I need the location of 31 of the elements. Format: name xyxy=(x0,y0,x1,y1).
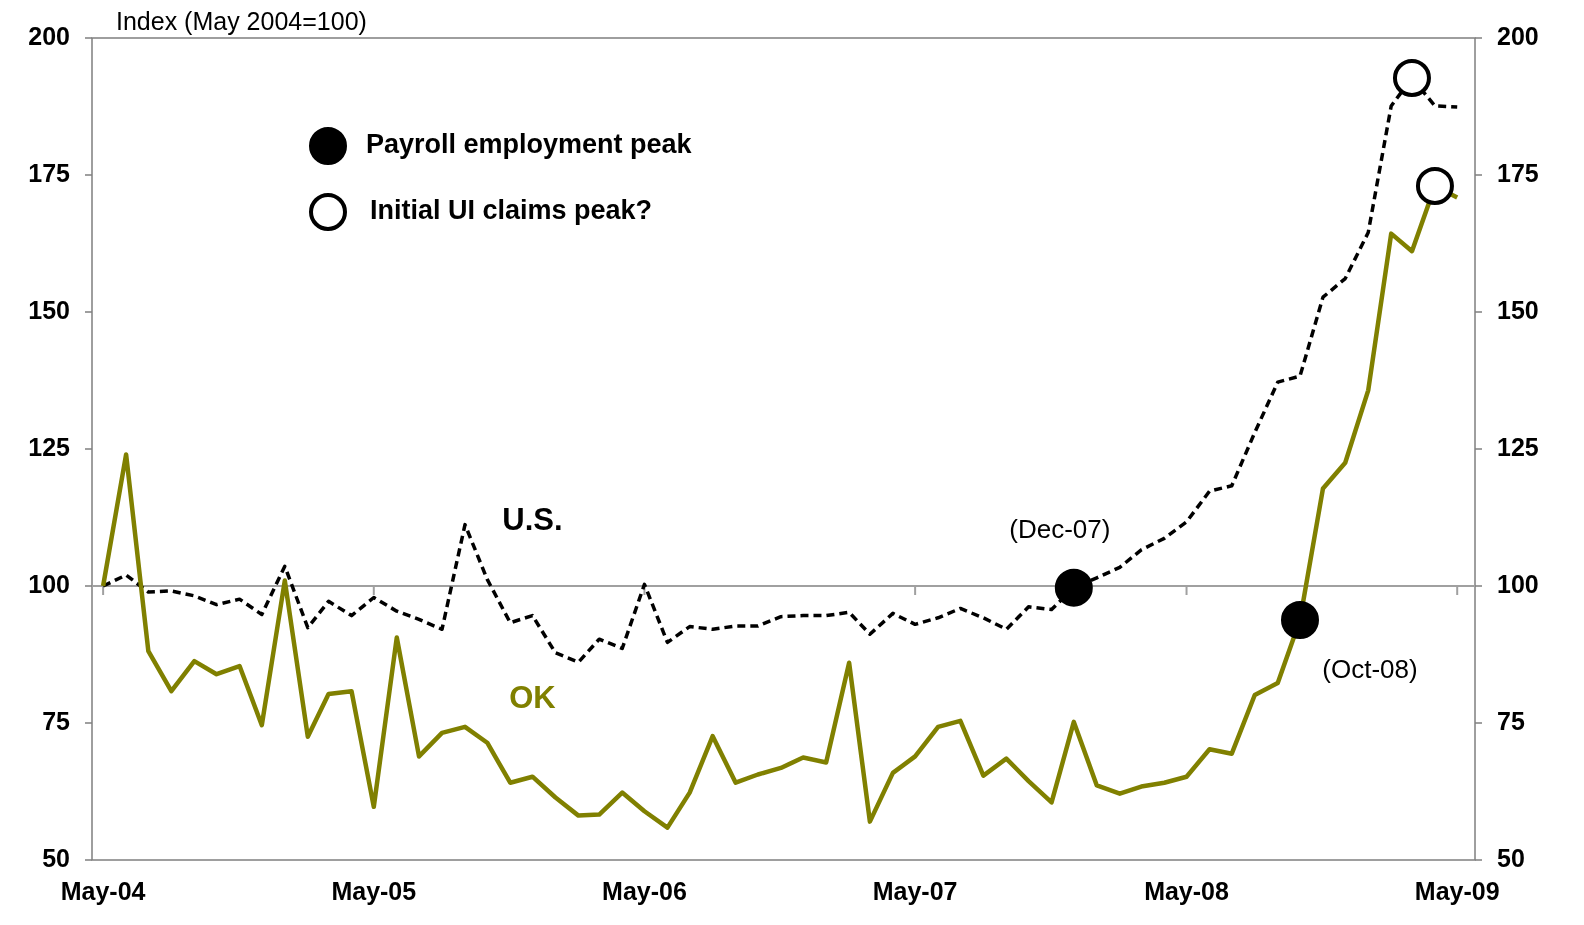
point xyxy=(1392,59,1431,97)
series-label: U.S. xyxy=(502,501,563,537)
x-tick-label: May-05 xyxy=(331,877,417,905)
y2-tick-label: 100 xyxy=(1497,569,1539,598)
y-tick-label: 100 xyxy=(28,569,70,598)
y-axis-title: Index (May 2004=100) xyxy=(116,7,367,35)
y-tick-label: 200 xyxy=(28,21,70,50)
legend-label: Initial UI claims peak? xyxy=(370,195,653,226)
x-tick-label: May-07 xyxy=(872,877,958,905)
point xyxy=(1415,166,1454,205)
point xyxy=(1280,600,1319,639)
y2-tick-label: 150 xyxy=(1497,295,1539,324)
annotation: (Oct-08) xyxy=(1322,653,1418,684)
y-tick-label: 175 xyxy=(28,158,71,187)
y-tick-label: 125 xyxy=(28,432,71,461)
point xyxy=(1054,568,1093,607)
y-tick-label: 150 xyxy=(28,295,70,324)
x-tick-label: May-04 xyxy=(60,877,146,905)
y2-tick-label: 175 xyxy=(1497,158,1539,187)
legend-label: Payroll employment peak xyxy=(366,129,693,160)
y2-tick-label: 200 xyxy=(1497,21,1539,50)
x-tick-label: May-09 xyxy=(1414,877,1500,905)
x-tick-label: May-08 xyxy=(1144,877,1230,905)
y2-tick-label: 75 xyxy=(1497,706,1525,735)
y2-tick-label: 125 xyxy=(1497,432,1539,461)
y2-tick-label: 50 xyxy=(1497,843,1525,872)
series-label: OK xyxy=(509,679,557,715)
x-tick-label: May-06 xyxy=(602,877,687,905)
annotation: (Dec-07) xyxy=(1009,513,1111,544)
y-tick-label: 50 xyxy=(42,843,70,872)
y-tick-label: 75 xyxy=(42,706,71,735)
